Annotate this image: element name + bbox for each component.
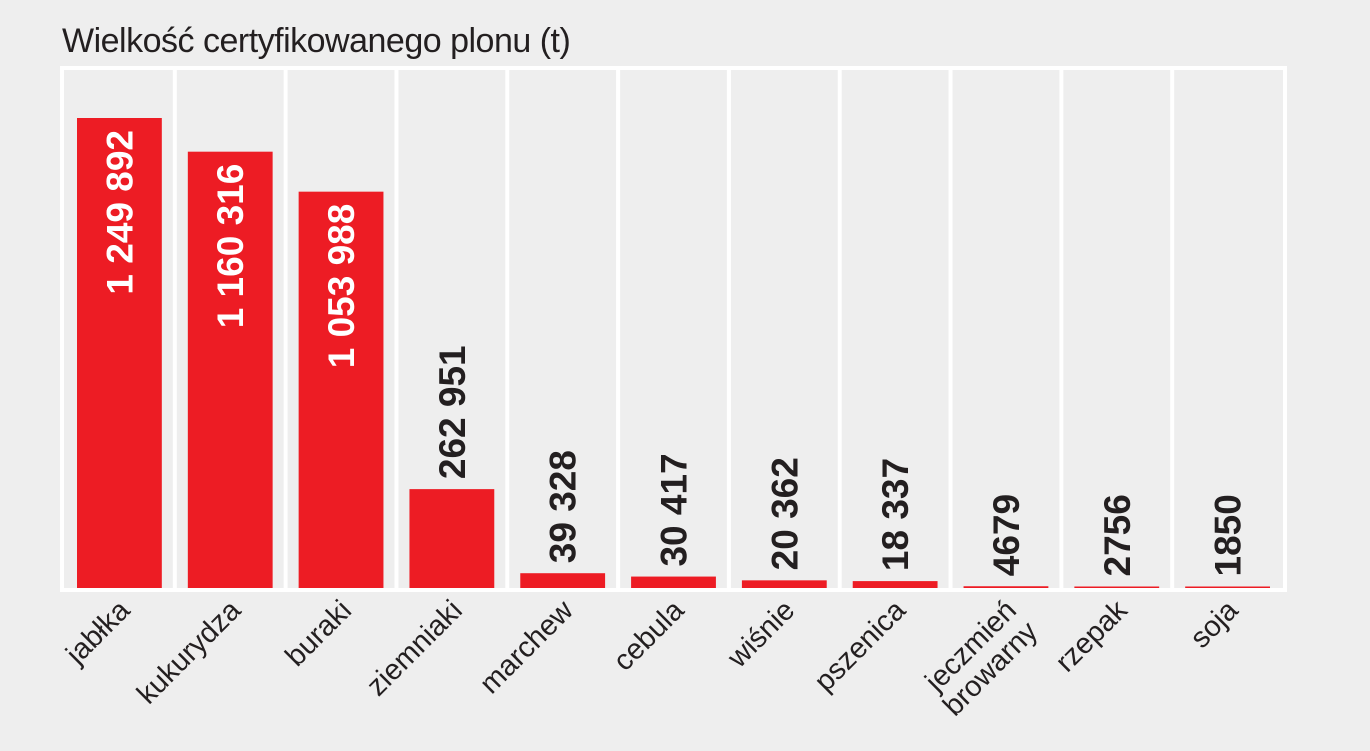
category-label-group: buraki (280, 594, 358, 672)
category-label: pszenica (809, 594, 913, 698)
bar (187, 151, 273, 589)
bar-value-label: 2756 (1097, 494, 1138, 576)
bar (1074, 586, 1160, 588)
category-label: jabłka (59, 594, 137, 672)
category-label-group: jabłka (59, 594, 137, 672)
category-label: soja (1184, 594, 1245, 655)
bar-value-label: 1850 (1208, 494, 1249, 576)
bar (741, 580, 827, 588)
bar-value-label: 18 337 (875, 458, 916, 571)
bar (1185, 586, 1270, 588)
category-label: rzepak (1050, 594, 1135, 679)
bar (852, 581, 938, 588)
category-label-group: pszenica (809, 594, 913, 698)
category-label-group: ziemniaki (361, 594, 469, 702)
category-label: wiśnie (721, 594, 801, 674)
bar (409, 489, 495, 588)
bar-value-label: 20 362 (764, 457, 805, 570)
category-label-group: wiśnie (721, 594, 801, 674)
bar (963, 586, 1049, 588)
bar-value-label: 262 951 (432, 345, 473, 479)
category-label-group: soja (1184, 594, 1245, 655)
bar-value-label: 1 160 316 (210, 164, 251, 329)
chart-title: Wielkość certyfikowanego plonu (t) (62, 22, 571, 60)
category-label: buraki (280, 594, 358, 672)
category-label: kukurydza (131, 594, 248, 711)
bar (520, 573, 606, 588)
bar-value-label: 1 249 892 (99, 130, 140, 295)
category-label: cebula (607, 594, 691, 678)
bar (631, 576, 716, 588)
category-label-group: kukurydza (131, 594, 248, 711)
bar-value-label: 4679 (986, 494, 1027, 576)
category-label-group: marchew (474, 594, 581, 701)
bar-value-label: 39 328 (543, 450, 584, 563)
category-label-group: cebula (607, 594, 691, 678)
category-label: marchew (474, 594, 581, 701)
category-label: ziemniaki (361, 594, 469, 702)
bar-value-label: 1 053 988 (321, 204, 362, 369)
category-label-group: rzepak (1050, 594, 1135, 679)
bar-value-label: 30 417 (654, 453, 695, 566)
bar (77, 118, 162, 588)
bar (298, 191, 384, 589)
